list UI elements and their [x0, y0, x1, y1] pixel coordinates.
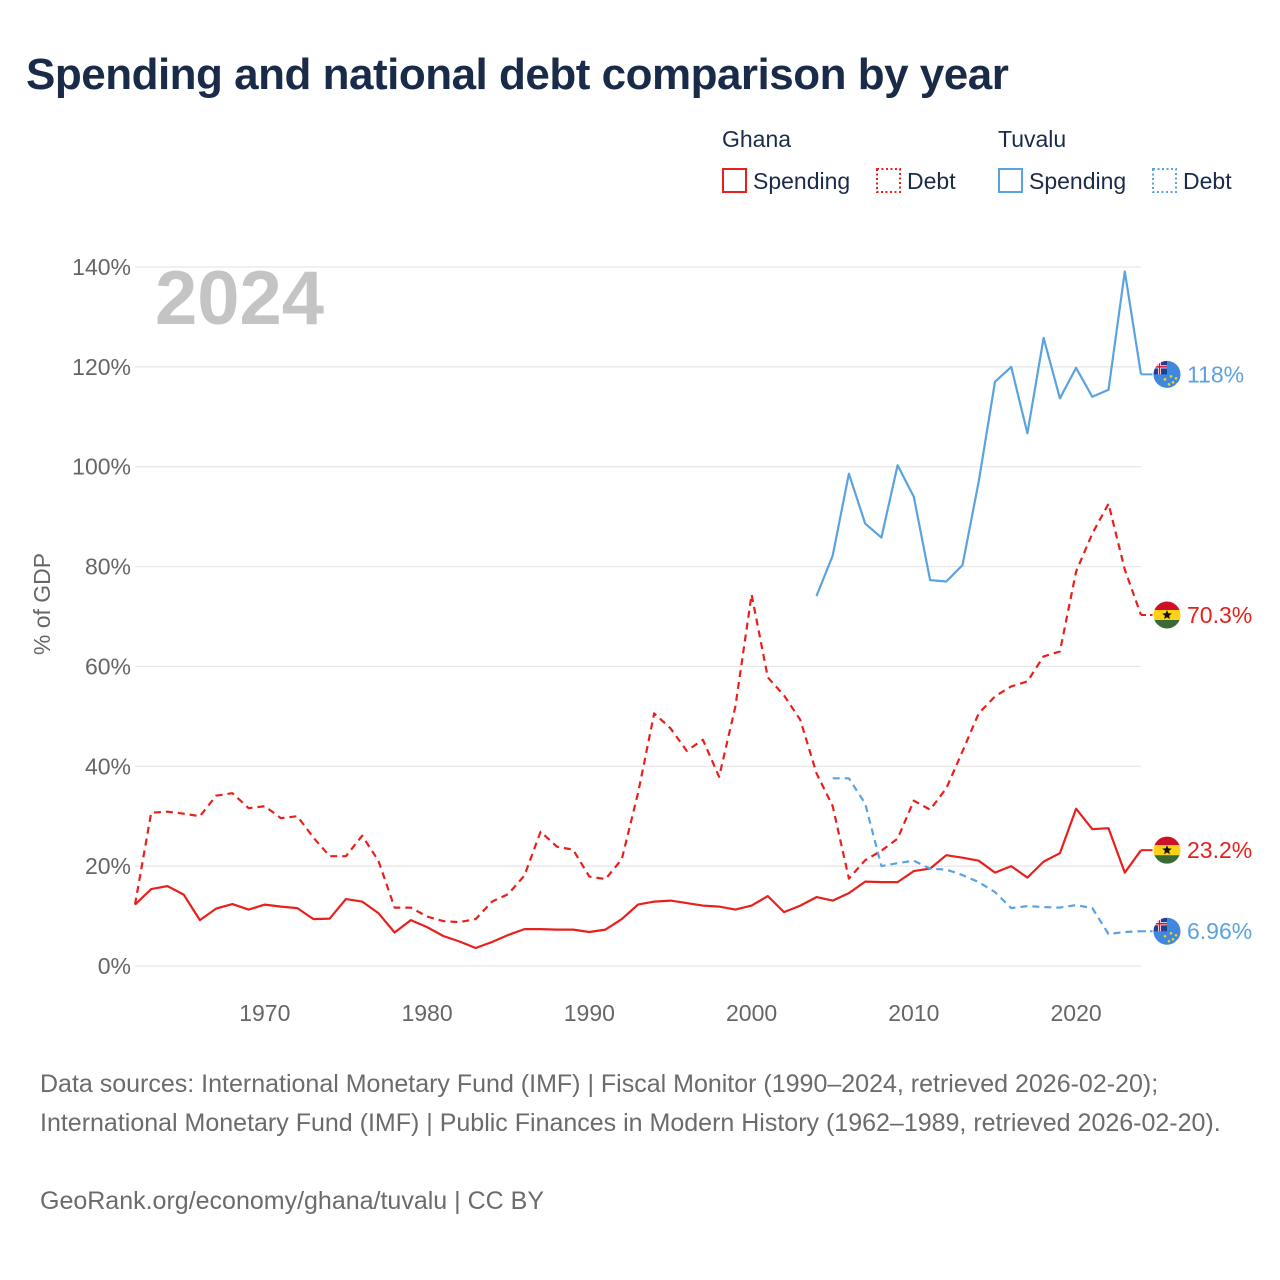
flag-star-dot [1163, 378, 1167, 381]
flag-outline [1152, 916, 1182, 946]
legend-swatch-debt [1152, 168, 1177, 193]
flag-star-dot [1163, 934, 1167, 938]
flag-outline [1152, 835, 1182, 865]
tuvalu-flag-icon [1152, 916, 1182, 946]
year-label: 2024 [155, 256, 324, 341]
flag-green-band [1153, 620, 1181, 630]
flag-star-dot [1171, 381, 1175, 384]
y-tick-label: 120% [72, 354, 131, 380]
flag-outline [1152, 600, 1182, 630]
legend-swatch-debt [876, 168, 901, 193]
flag-body [1153, 360, 1181, 389]
flag-red-band [1153, 836, 1181, 846]
chart: 0% 20% 40% 60% 80% 100% 120% 140% 1970 1980 1990 20… [29, 126, 1252, 1026]
legend-group-tuvalu: Tuvalu [998, 126, 1066, 152]
legend-label-spending: Spending [753, 168, 850, 194]
end-value-label: 70.3% [1187, 602, 1252, 628]
ghana-flag-icon [1152, 600, 1182, 630]
flag-star-dot [1169, 931, 1173, 935]
y-axis-label: % of GDP [29, 553, 55, 655]
x-tick-label: 2000 [726, 1000, 777, 1026]
x-tick-label: 1980 [401, 1000, 452, 1026]
flag-star-dot [1167, 939, 1171, 943]
flag-green-band [1153, 855, 1181, 865]
series-line-ghana-spending [134, 807, 1142, 950]
y-tick-label: 140% [72, 254, 131, 280]
flag-star-icon [1162, 845, 1172, 855]
x-tick-label: 1990 [564, 1000, 615, 1026]
flag-star-dot [1174, 377, 1178, 380]
flag-outline [1152, 359, 1182, 389]
legend-label-debt: Debt [1183, 168, 1232, 194]
series-line-ghana-debt [133, 502, 1143, 924]
end-value-label: 118% [1187, 361, 1244, 387]
flag-red-band [1153, 601, 1181, 611]
y-tick-label: 20% [85, 853, 131, 879]
y-tick-label: 60% [85, 653, 131, 679]
series-line-tuvalu-spending [815, 270, 1143, 597]
y-tick-label: 0% [98, 953, 131, 979]
ghana-flag-icon [1152, 835, 1182, 865]
end-value-label: 6.96% [1187, 918, 1252, 944]
flag-star-dot [1171, 937, 1175, 941]
flag-star-dot [1169, 375, 1173, 378]
y-tick-label: 80% [85, 554, 131, 580]
data-sources: Data sources: International Monetary Fun… [40, 1070, 1221, 1137]
legend-swatch-spending [722, 168, 747, 193]
flag-body [1153, 917, 1181, 946]
y-tick-label: 40% [85, 753, 131, 779]
flag-body [1153, 601, 1181, 630]
x-tick-label: 2010 [888, 1000, 939, 1026]
end-value-label: 23.2% [1187, 837, 1252, 863]
tuvalu-flag-icon [1152, 359, 1182, 389]
flag-star-dot [1167, 383, 1171, 386]
flag-body [1153, 836, 1181, 865]
legend-label-spending: Spending [1029, 168, 1126, 194]
flag-star-dot [1174, 933, 1178, 937]
legend-group-ghana: Ghana [722, 126, 791, 152]
chart-title: Spending and national debt comparison by… [26, 50, 1009, 99]
series-line-tuvalu-debt [832, 777, 1142, 936]
x-tick-label: 1970 [239, 1000, 290, 1026]
x-tick-label: 2020 [1051, 1000, 1102, 1026]
legend-swatch-spending [998, 168, 1023, 193]
flag-star-icon [1162, 610, 1172, 619]
legend-label-debt: Debt [907, 168, 956, 194]
y-tick-label: 100% [72, 454, 131, 480]
credit-link[interactable]: GeoRank.org/economy/ghana/tuvalu | CC BY [40, 1187, 544, 1215]
